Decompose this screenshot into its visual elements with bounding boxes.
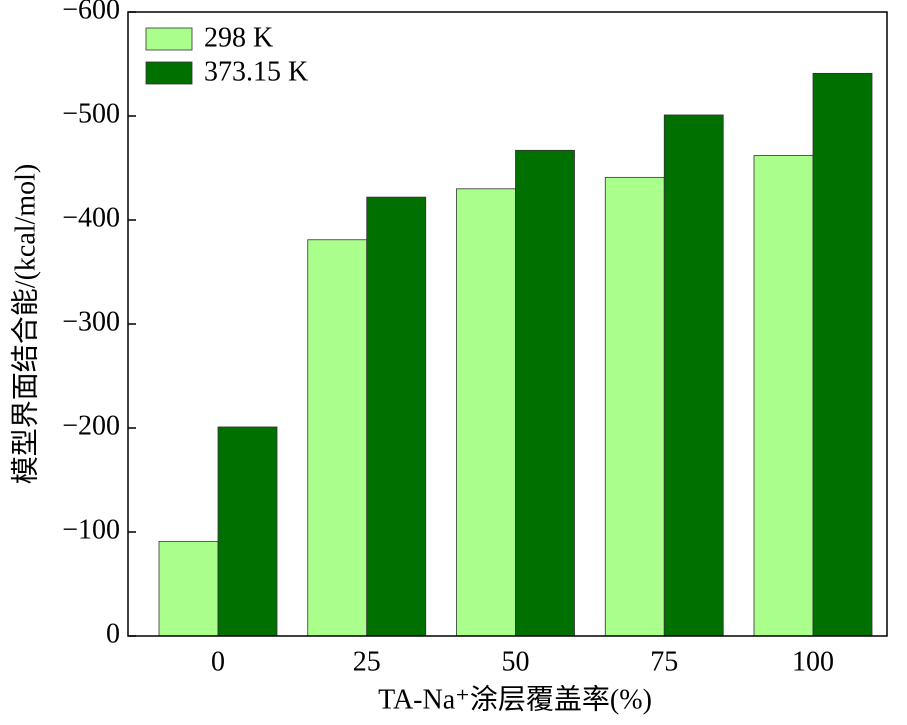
y-tick-label: −600 [62,0,120,25]
bar [812,72,873,637]
bar [515,149,575,637]
bar [456,188,516,637]
x-tick-label: 100 [792,646,834,677]
y-tick-label: −400 [62,202,120,233]
bar [158,540,219,637]
x-tick-label: 25 [353,646,381,677]
bar [604,176,665,637]
legend-label: 373.15 K [204,56,308,87]
x-axis-title: TA-Na⁺涂层覆盖率(%) [378,683,652,715]
legend-swatch [145,61,193,85]
y-tick-label: 0 [106,618,120,649]
legend-swatch [145,27,193,51]
bar [663,114,724,637]
bar [217,426,278,637]
legend-label: 298 K [204,22,273,53]
y-axis-title: 模型界面结合能/(kcal/mol) [9,164,41,484]
bar [307,239,368,637]
bar [753,155,814,637]
x-tick-label: 50 [502,646,530,677]
x-tick-label: 75 [650,646,678,677]
y-tick-label: −200 [62,410,120,441]
x-tick-label: 0 [211,646,225,677]
y-tick-label: −500 [62,98,120,129]
y-tick-label: −300 [62,306,120,337]
bar [366,196,427,637]
y-tick-label: −100 [62,514,120,545]
